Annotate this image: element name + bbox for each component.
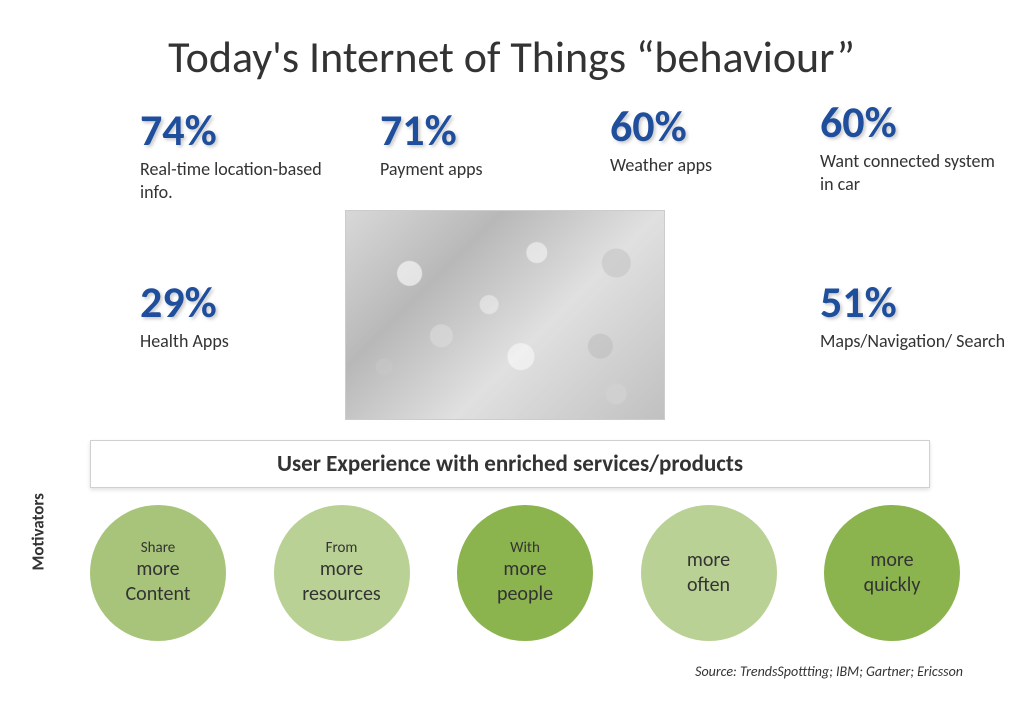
stat-value: 71% — [380, 108, 483, 152]
motivator-circle: SharemoreContent — [90, 505, 226, 641]
motivator-circle-text: resources — [302, 582, 380, 607]
motivator-circle-text: people — [497, 582, 553, 607]
stat-value: 29% — [140, 280, 229, 324]
stat-block: 51% Maps/Navigation/ Search — [820, 280, 1005, 353]
motivator-circle-text: often — [687, 573, 730, 598]
ux-banner: User Experience with enriched services/p… — [90, 440, 930, 488]
motivator-circle-text: more — [320, 557, 363, 582]
stat-value: 51% — [820, 280, 1005, 324]
stat-block: 74% Real-time location-based info. — [140, 108, 330, 205]
stat-block: 60% Want connected system in car — [820, 100, 1010, 197]
slide-title: Today's Internet of Things “behaviour” — [0, 30, 1023, 84]
motivator-circles-row: SharemoreContentFrommoreresourcesWithmor… — [90, 505, 960, 641]
motivator-circle-text: more — [870, 548, 913, 573]
stat-block: 29% Health Apps — [140, 280, 229, 353]
stat-label: Want connected system in car — [820, 150, 1010, 197]
motivator-circle-text: With — [510, 539, 540, 558]
motivator-circle: moreoften — [641, 505, 777, 641]
center-illustration — [345, 210, 665, 420]
stat-value: 74% — [140, 108, 330, 152]
stat-label: Real-time location-based info. — [140, 158, 330, 205]
motivator-circle-text: Content — [126, 582, 191, 607]
stat-block: 71% Payment apps — [380, 108, 483, 181]
stat-value: 60% — [820, 100, 1010, 144]
motivator-circle-text: more — [136, 557, 179, 582]
stat-label: Weather apps — [610, 154, 712, 177]
stat-value: 60% — [610, 104, 712, 148]
motivator-circle-text: Share — [141, 539, 175, 558]
stat-block: 60% Weather apps — [610, 104, 712, 177]
motivator-circle-text: quickly — [864, 573, 921, 598]
motivators-axis-label: Motivators — [28, 493, 49, 570]
motivator-circle-text: more — [687, 548, 730, 573]
stat-label: Maps/Navigation/ Search — [820, 330, 1005, 353]
source-attribution: Source: TrendsSpottting; IBM; Gartner; E… — [695, 663, 963, 680]
motivator-circle-text: more — [503, 557, 546, 582]
motivator-circle: morequickly — [824, 505, 960, 641]
stat-label: Health Apps — [140, 330, 229, 353]
motivator-circle: Withmorepeople — [457, 505, 593, 641]
stat-label: Payment apps — [380, 158, 483, 181]
motivator-circle-text: From — [326, 539, 358, 558]
motivator-circle: Frommoreresources — [274, 505, 410, 641]
